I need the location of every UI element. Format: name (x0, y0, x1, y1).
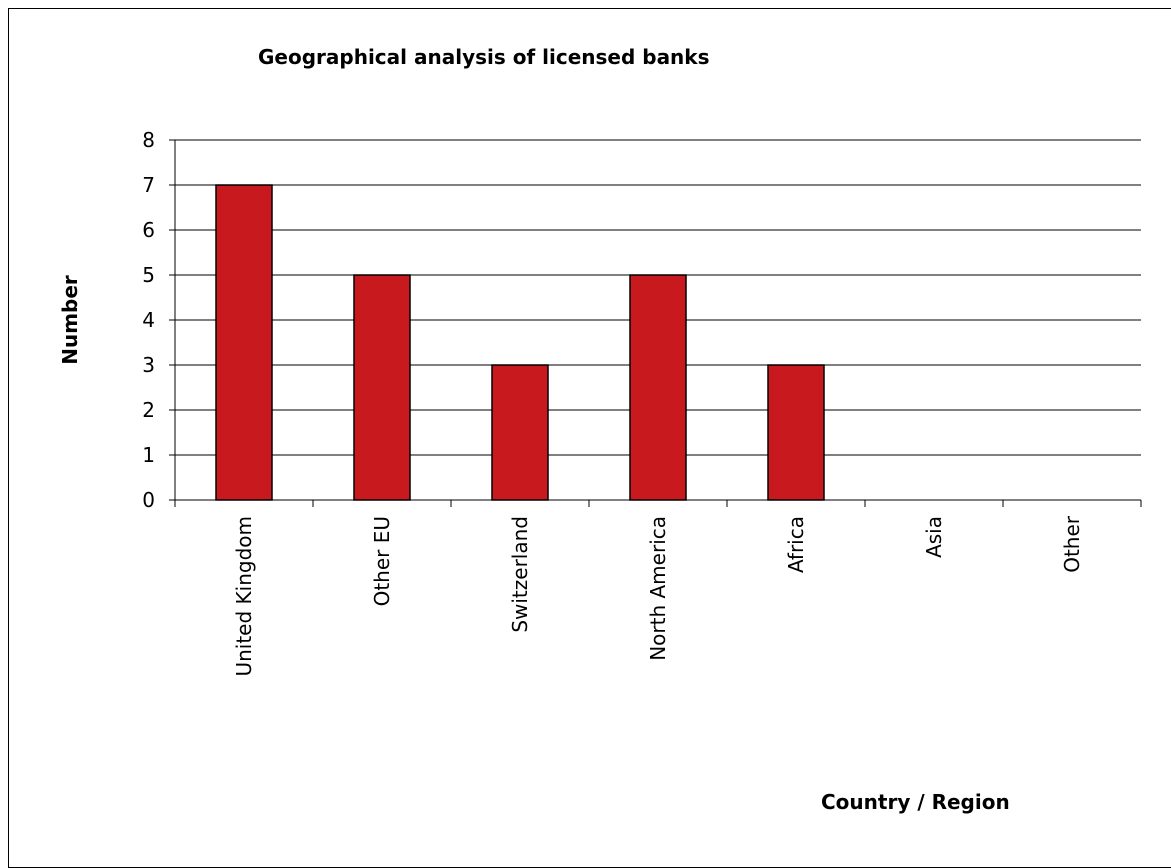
y-tick-label: 6 (142, 218, 155, 242)
bar-other-eu (353, 274, 411, 501)
x-tick-label: Switzerland (508, 516, 532, 633)
y-tick-label: 1 (142, 443, 155, 467)
chart-title: Geographical analysis of licensed banks (258, 45, 710, 69)
x-tick-label: Other EU (370, 516, 394, 606)
y-tick-label: 3 (142, 353, 155, 377)
y-tick-label: 7 (142, 173, 155, 197)
bar-africa (767, 364, 825, 501)
x-tick-label: United Kingdom (232, 516, 256, 677)
y-tick-label: 0 (142, 488, 155, 512)
x-tick-label: North America (646, 516, 670, 661)
x-tick-label: Africa (784, 516, 808, 573)
bar-switzerland (491, 364, 549, 501)
y-tick-label: 5 (142, 263, 155, 287)
y-tick-label: 4 (142, 308, 155, 332)
y-tick-label: 8 (142, 128, 155, 152)
x-tick-label: Other (1060, 515, 1084, 573)
x-axis-label: Country / Region (821, 790, 1010, 814)
bar-united-kingdom (215, 184, 273, 501)
x-tick-label: Asia (922, 516, 946, 558)
bar-north-america (629, 274, 687, 501)
y-tick-label: 2 (142, 398, 155, 422)
